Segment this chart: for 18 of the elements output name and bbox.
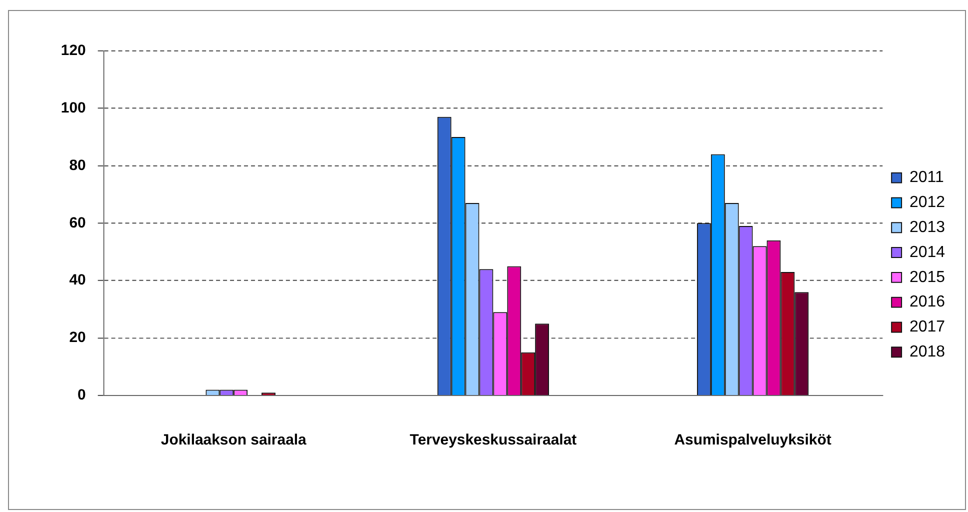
y-tick-label: 20 bbox=[69, 329, 86, 346]
y-tick-label: 120 bbox=[60, 42, 86, 59]
legend-label: 2013 bbox=[910, 219, 946, 236]
legend-label: 2017 bbox=[910, 318, 946, 336]
x-tick-label: Jokilaakson sairaala bbox=[160, 431, 308, 448]
x-tick-label: Asumispalveluyksiköt bbox=[674, 431, 832, 448]
legend-label: 2012 bbox=[910, 194, 946, 212]
legend-label: 2014 bbox=[910, 244, 946, 261]
legend-label: 2011 bbox=[910, 169, 944, 186]
legend-label: 2015 bbox=[910, 268, 946, 286]
y-tick-label: 0 bbox=[78, 386, 86, 404]
legend-label: 2016 bbox=[910, 294, 946, 311]
legend-label: 2018 bbox=[910, 344, 946, 361]
y-tick-label: 60 bbox=[69, 214, 86, 232]
y-tick-label: 80 bbox=[69, 156, 86, 174]
y-tick-label: 100 bbox=[60, 99, 86, 116]
x-tick-label: Terveyskeskussairaalat bbox=[410, 431, 577, 448]
y-tick-label: 40 bbox=[69, 272, 86, 289]
